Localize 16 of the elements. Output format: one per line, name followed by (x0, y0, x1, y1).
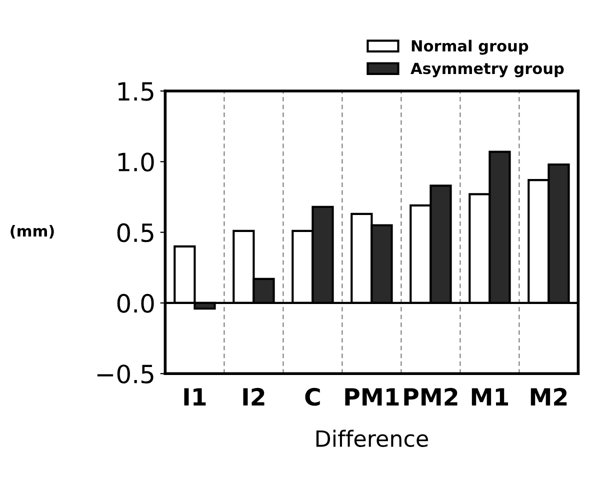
x-tick-label: I2 (243, 388, 264, 406)
y-tick-label: 1.0 (118, 152, 154, 172)
x-tick-label: PM2 (404, 388, 458, 406)
x-tick-label: C (305, 388, 320, 406)
x-tick-label: I1 (184, 388, 206, 406)
y-tick-label: 0.0 (117, 294, 154, 313)
x-tick-label: M2 (530, 388, 567, 406)
y-tick-label: −0.5 (97, 364, 154, 384)
legend-label: Normal group (412, 40, 528, 55)
x-tick-label: M1 (472, 388, 508, 406)
y-axis-title: (mm) (10, 224, 54, 239)
x-axis-title: Difference (316, 430, 428, 448)
x-tick-label: PM1 (345, 388, 399, 406)
y-tick-label: 0.5 (117, 223, 154, 242)
legend-label: Asymmetry group (410, 62, 564, 78)
y-tick-label: 1.5 (118, 82, 154, 101)
